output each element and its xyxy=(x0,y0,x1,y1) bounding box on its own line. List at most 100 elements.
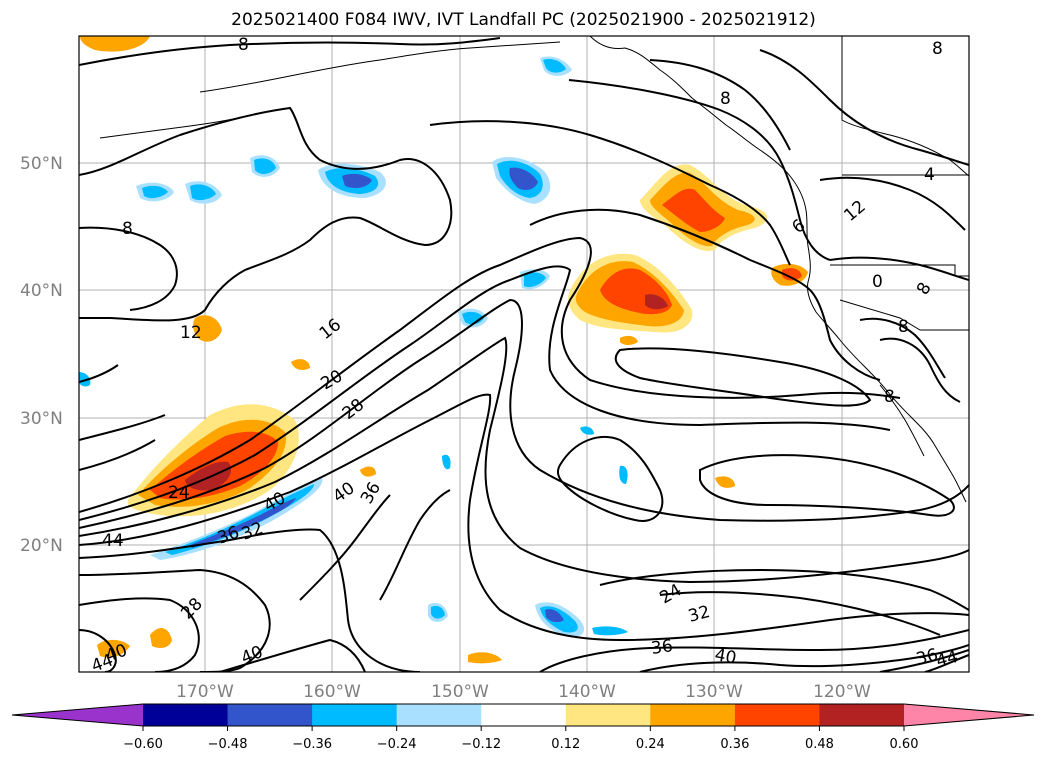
contour-line-s2 xyxy=(379,489,451,601)
lat-label: 50°N xyxy=(20,154,63,174)
lat-label: 30°N xyxy=(20,409,63,429)
shade-neg-n3-mid xyxy=(254,158,276,174)
colorbar-cell xyxy=(481,704,567,726)
shade-blob-e xyxy=(620,335,638,345)
colorbar-extend-right xyxy=(904,704,1034,726)
contour-label: 24 xyxy=(168,483,190,503)
contour-line-6 xyxy=(79,528,421,672)
contour-line-n12 xyxy=(879,337,961,403)
shade-neg-c5 xyxy=(619,465,628,484)
colorbar-tick-label: −0.24 xyxy=(377,737,417,752)
contour-label: 4 xyxy=(924,165,935,185)
contour-label: 8 xyxy=(898,317,909,337)
contour-lines xyxy=(79,37,969,672)
colorbar-tick-label: 0.60 xyxy=(890,737,919,752)
shade-blob-d xyxy=(468,652,502,664)
contour-line-14 xyxy=(924,654,969,672)
colorbar-cell xyxy=(819,704,905,726)
contour-line-n11 xyxy=(859,317,946,379)
colorbar-tick-label: 0.48 xyxy=(805,737,834,752)
contour-closed-3 xyxy=(614,347,872,407)
colorbar-cell xyxy=(565,704,651,726)
colorbar-tick-label: −0.60 xyxy=(123,737,163,752)
contour-label: 36 xyxy=(650,636,674,659)
shade-blob-g xyxy=(715,476,735,488)
border-states-2 xyxy=(839,299,969,331)
shade-blob-a xyxy=(193,315,222,342)
contour-line-12 xyxy=(639,644,969,672)
map-title: 2025021400 F084 IWV, IVT Landfall PC (20… xyxy=(231,10,816,30)
shade-neg-s3 xyxy=(592,626,628,636)
contour-line-n6 xyxy=(568,79,831,261)
contour-label: 8 xyxy=(238,35,249,55)
colorbar-cell xyxy=(143,704,229,726)
colorbar-extend-left xyxy=(12,704,143,726)
shade-neg-band-inner xyxy=(190,498,296,548)
contour-label: 44 xyxy=(102,531,124,551)
map-background xyxy=(79,36,969,672)
shade-blob-b xyxy=(150,628,172,648)
contour-label: 8 xyxy=(720,89,731,109)
shade-central-core xyxy=(645,294,668,310)
contour-line-11 xyxy=(539,629,969,672)
border-states-1 xyxy=(830,264,969,277)
shade-neg-band-outer xyxy=(150,478,323,560)
contour-line-15 xyxy=(599,568,969,611)
contour-label: 8 xyxy=(884,387,895,407)
contour-line-n1 xyxy=(79,37,501,66)
contour-line-w1 xyxy=(79,364,119,383)
coastline-aleutians-west xyxy=(99,113,256,139)
colorbar-cell xyxy=(312,704,398,726)
lon-label: 120°W xyxy=(813,682,871,702)
coastline-na xyxy=(589,36,967,503)
contour-line-n7 xyxy=(649,59,791,151)
coastline-baja xyxy=(879,384,925,457)
lat-label: 40°N xyxy=(20,281,63,301)
shade-neg-s1-inner xyxy=(545,609,564,623)
contour-line-w3 xyxy=(79,439,156,471)
shade-neg-n4-mid xyxy=(142,185,168,199)
contour-line-4 xyxy=(79,336,969,584)
contour-line-n4 xyxy=(429,120,791,266)
contour-line-10 xyxy=(219,638,366,672)
contour-line-s1 xyxy=(299,494,391,601)
contour-line-9 xyxy=(79,629,117,672)
contour-line-16 xyxy=(659,591,941,636)
contour-line-n2 xyxy=(79,106,453,322)
shade-neg-s2-mid xyxy=(431,605,445,619)
shade-neg-n5-mid xyxy=(190,184,216,201)
lon-label: 140°W xyxy=(558,682,616,702)
shade-neg-c1-mid xyxy=(524,272,546,288)
contour-label: 8 xyxy=(122,219,133,239)
lat-label: 20°N xyxy=(20,536,63,556)
contour-line-w2 xyxy=(79,414,166,441)
shade-neg-top-mid xyxy=(543,59,566,73)
colorbar-tick-label: −0.12 xyxy=(461,737,501,752)
contour-line-n5 xyxy=(529,208,881,381)
contour-line-3 xyxy=(79,298,969,529)
shade-neg-c4 xyxy=(580,426,594,435)
contour-closed-1 xyxy=(556,436,664,522)
shade-neg-n2-inner xyxy=(509,167,538,190)
contour-line-13 xyxy=(879,649,969,672)
colorbar-tick-label: 0.36 xyxy=(720,737,749,752)
shade-blob-c xyxy=(97,639,130,658)
shade-neg-n1-inner xyxy=(342,173,372,188)
latitude-labels: 50°N 40°N 30°N 20°N xyxy=(20,154,63,556)
contour-line-5 xyxy=(79,393,969,642)
contour-closed-2 xyxy=(699,454,955,517)
colorbar: −0.60 −0.48 −0.36 −0.24 −0.12 0.12 0.24 0.36 0.4… xyxy=(11,703,1035,752)
lon-label: 170°W xyxy=(176,682,234,702)
shade-neg-c3 xyxy=(442,454,451,470)
shade-coast-blob-inner xyxy=(782,268,802,281)
coastlines xyxy=(99,36,969,503)
contour-line-7 xyxy=(79,568,271,672)
shade-blob-h xyxy=(291,359,310,370)
colorbar-cell xyxy=(650,704,736,726)
contour-label: 8 xyxy=(932,39,943,59)
colorbar-cell xyxy=(396,704,482,726)
colorbar-cell xyxy=(227,704,313,726)
coastline-aleutians xyxy=(199,41,561,93)
colorbar-tick-label: −0.48 xyxy=(208,737,248,752)
